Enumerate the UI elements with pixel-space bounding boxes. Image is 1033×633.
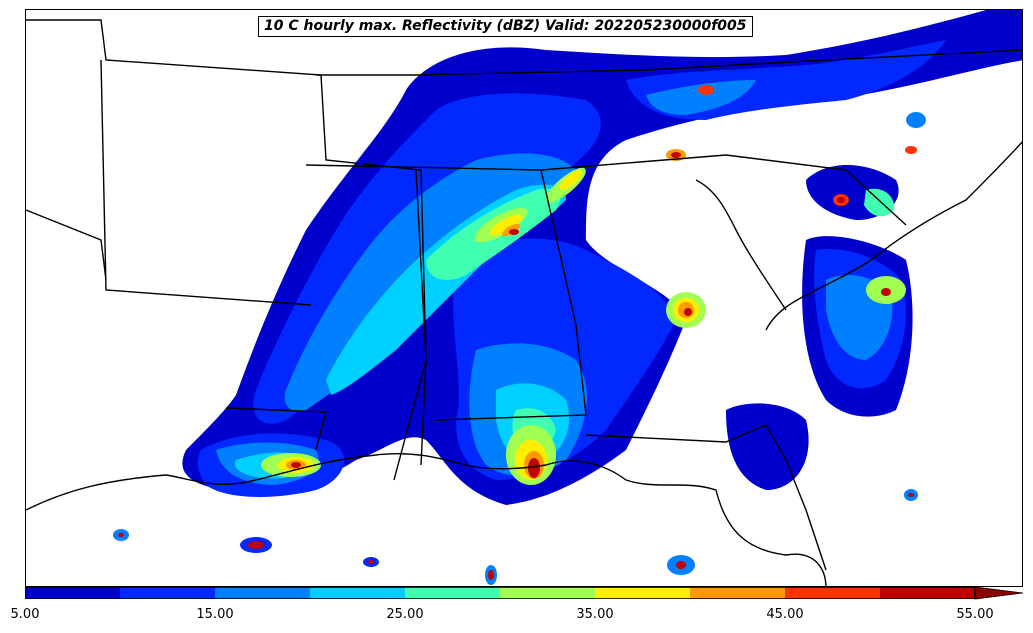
map-title: 10 C hourly max. Reflectivity (dBZ) Vali… [258, 16, 753, 37]
colorbar-segment [120, 587, 216, 599]
colorbar-segment [310, 587, 406, 599]
border-line [765, 424, 827, 571]
colorbar-segment [25, 587, 121, 599]
colorbar-tick-label: 55.00 [956, 607, 994, 622]
colorbar-segment [690, 587, 786, 599]
colorbar-tick-label: 5.00 [10, 607, 40, 622]
border-line [26, 209, 107, 281]
border-line [305, 154, 907, 226]
colorbar-extend-arrow [974, 587, 1024, 600]
colorbar-outline [25, 587, 975, 599]
colorbar-segment [405, 587, 501, 599]
colorbar-tick-label: 25.00 [386, 607, 424, 622]
colorbar-tick-label: 15.00 [196, 607, 234, 622]
echo-region-gulf [726, 403, 809, 490]
border-line [435, 169, 587, 421]
coastline [695, 179, 787, 311]
border-line [585, 424, 767, 443]
geographic-boundaries [26, 19, 1022, 586]
reflectivity-map [26, 10, 1022, 586]
colorbar-segment [215, 587, 311, 599]
colorbar-segment [880, 587, 976, 599]
border-line [26, 19, 427, 481]
colorbar [25, 587, 1024, 600]
colorbar-segment [785, 587, 881, 599]
coastline [765, 141, 1022, 331]
coastline [26, 452, 827, 586]
border-line [100, 59, 312, 306]
border-line [225, 407, 327, 451]
colorbar-tick-label: 45.00 [766, 607, 804, 622]
colorbar-segment [500, 587, 596, 599]
map-panel: 10 C hourly max. Reflectivity (dBZ) Vali… [25, 9, 1023, 587]
colorbar-tick-label: 35.00 [576, 607, 614, 622]
colorbar-ticks: 5.00 15.00 25.00 35.00 45.00 55.00 [0, 600, 1033, 630]
reflectivity-field [113, 10, 1022, 585]
colorbar-segment [595, 587, 691, 599]
border-line [415, 169, 427, 466]
border-line [316, 49, 1022, 76]
storm-cells [113, 85, 926, 585]
echo-region-main [182, 10, 1022, 505]
